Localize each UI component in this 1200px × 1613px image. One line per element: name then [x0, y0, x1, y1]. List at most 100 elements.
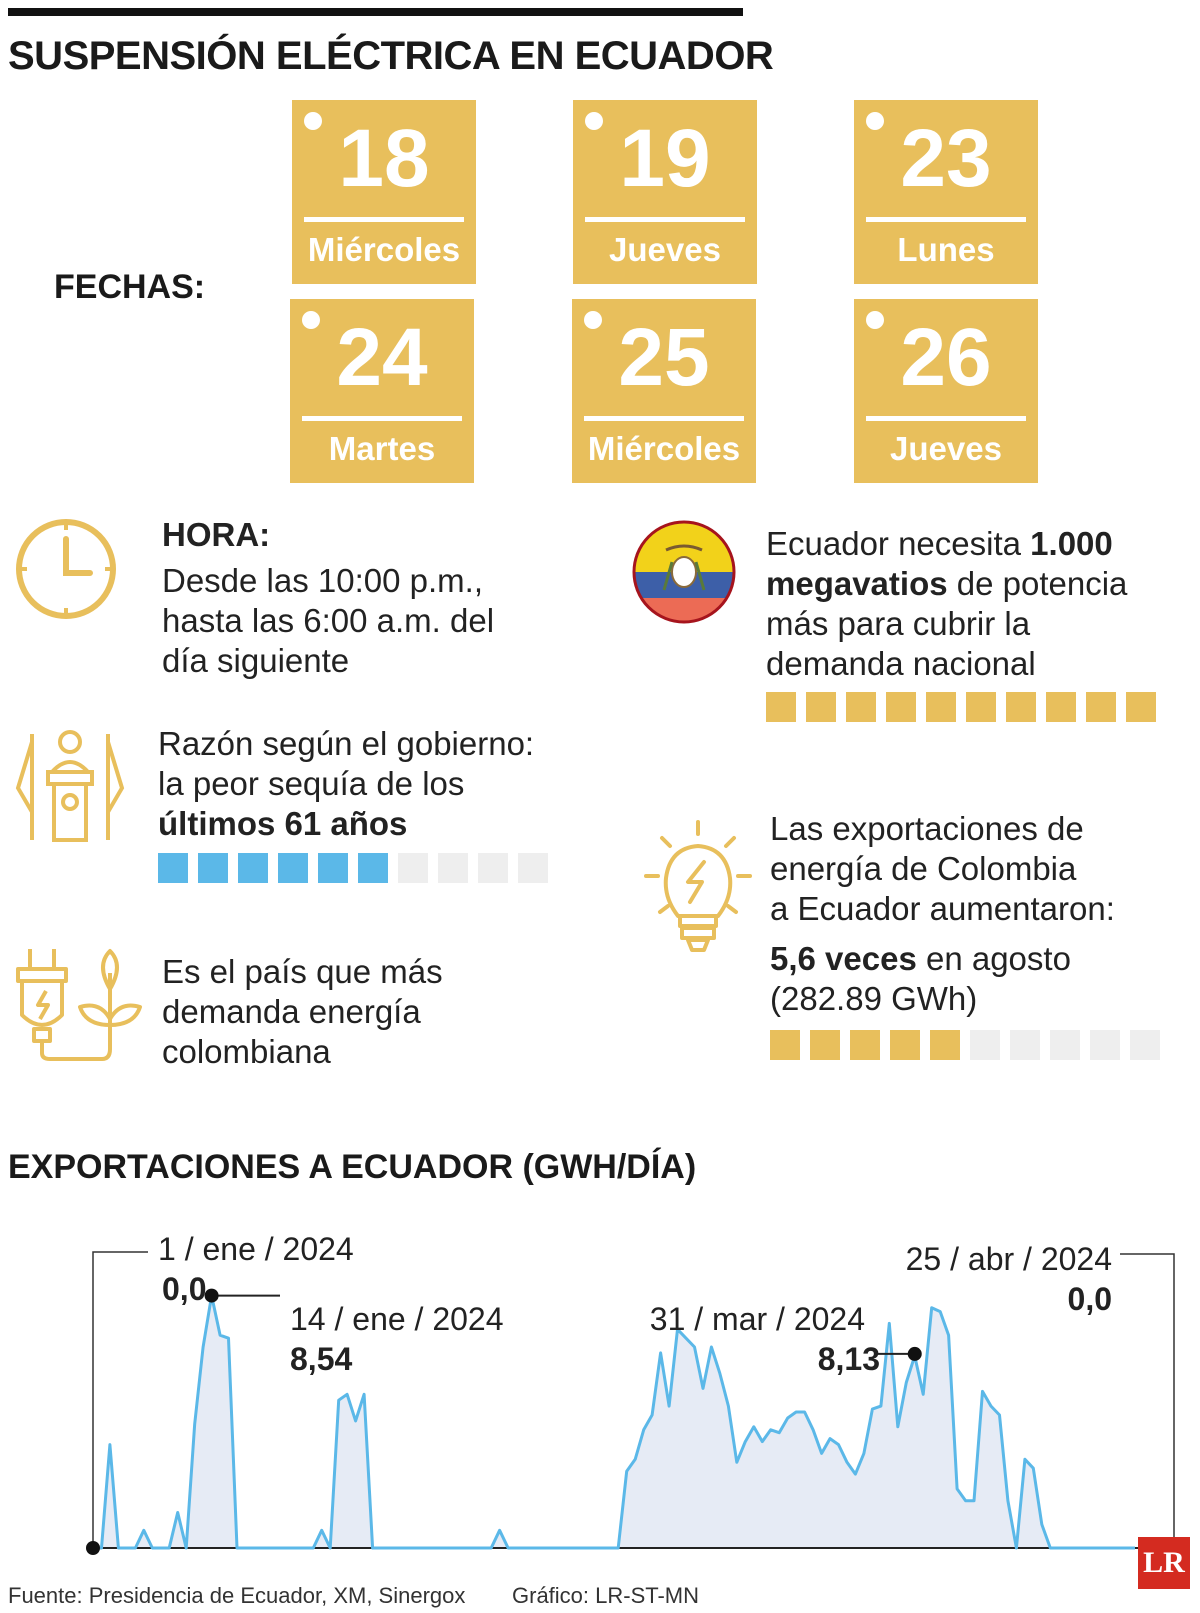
necesita-scale	[766, 692, 1156, 722]
scale-square-filled	[846, 692, 876, 722]
scale-square-filled	[1046, 692, 1076, 722]
exportaciones-emphasis: 5,6 veces	[770, 940, 917, 977]
annotation-value: 8,13	[818, 1341, 880, 1377]
date-weekday: Miércoles	[587, 430, 741, 467]
annotation-date: 1 / ene / 2024	[158, 1231, 354, 1267]
date-card: 23 Lunes	[854, 100, 1038, 284]
scale-square-filled	[926, 692, 956, 722]
scale-square-filled	[806, 692, 836, 722]
card-rule	[584, 416, 744, 421]
necesita-line: más para cubrir la	[766, 605, 1031, 642]
annotation-point	[204, 1288, 219, 1303]
card-dot	[584, 311, 602, 329]
chart-title: EXPORTACIONES A ECUADOR (GWH/DÍA)	[8, 1148, 697, 1186]
card-rule	[866, 217, 1026, 222]
card-rule	[866, 416, 1026, 421]
exportaciones-scale	[770, 1030, 1160, 1060]
necesita-text: de potencia	[947, 565, 1128, 602]
date-number: 19	[619, 113, 711, 204]
scale-square-filled	[890, 1030, 920, 1060]
exportaciones-text: en agosto	[916, 940, 1071, 977]
razon-scale	[158, 853, 548, 883]
scale-square-filled	[278, 853, 308, 883]
date-card: 25 Miércoles	[572, 299, 756, 483]
pais-line: demanda energía	[162, 993, 421, 1030]
scale-square-filled	[966, 692, 996, 722]
date-card: 19 Jueves	[573, 100, 757, 284]
lr-logo: LR	[1138, 1537, 1190, 1589]
exportaciones-line: Las exportaciones de	[770, 810, 1084, 847]
scale-square-empty	[398, 853, 428, 883]
necesita-amount: 1.000	[1030, 525, 1113, 562]
scale-square-empty	[1130, 1030, 1160, 1060]
card-dot	[866, 311, 884, 329]
plug-plant-icon	[16, 949, 142, 1061]
scale-square-filled	[318, 853, 348, 883]
credit-note: Gráfico: LR-ST-MN	[512, 1583, 700, 1608]
date-card: 18 Miércoles	[292, 100, 476, 284]
razon-emphasis: últimos 61 años	[158, 805, 408, 842]
date-number: 26	[900, 312, 992, 403]
annotation-point	[86, 1541, 100, 1555]
annotation-point	[907, 1346, 922, 1361]
date-weekday: Jueves	[609, 231, 721, 268]
scale-square-filled	[850, 1030, 880, 1060]
page-title: SUSPENSIÓN ELÉCTRICA EN ECUADOR	[8, 34, 774, 78]
date-card: 24 Martes	[290, 299, 474, 483]
exports-area-chart: 1 / ene / 2024 0,0 14 / ene / 2024 8,54 31 /…	[86, 1231, 1175, 1555]
annotation-value: 0,0	[162, 1271, 206, 1307]
annotation-leader	[92, 1251, 148, 1548]
scale-square-filled	[766, 692, 796, 722]
scale-square-filled	[770, 1030, 800, 1060]
date-number: 23	[900, 113, 992, 204]
top-rule	[8, 8, 743, 16]
date-number: 18	[338, 113, 430, 204]
pais-line: Es el país que más	[162, 953, 443, 990]
hora-heading: HORA:	[162, 516, 271, 553]
hora-line: Desde las 10:00 p.m.,	[162, 562, 484, 599]
clock-icon	[16, 519, 116, 619]
exportaciones-line: (282.89 GWh)	[770, 980, 978, 1017]
card-dot	[866, 112, 884, 130]
hora-line: día siguiente	[162, 642, 350, 679]
necesita-text: Ecuador necesita	[766, 525, 1031, 562]
scale-square-empty	[1050, 1030, 1080, 1060]
ecuador-flag-icon	[632, 520, 736, 624]
annotation-date: 14 / ene / 2024	[290, 1301, 504, 1337]
card-rule	[585, 217, 745, 222]
scale-square-filled	[930, 1030, 960, 1060]
necesita-line: demanda nacional	[766, 645, 1036, 682]
exportaciones-line: a Ecuador aumentaron:	[770, 890, 1115, 927]
scale-square-empty	[518, 853, 548, 883]
series-area-fill	[93, 1295, 1135, 1548]
annotation-leader	[1120, 1253, 1175, 1548]
annotation-date: 25 / abr / 2024	[906, 1241, 1112, 1277]
card-dot	[302, 311, 320, 329]
razon-line: la peor sequía de los	[158, 765, 465, 802]
date-weekday: Lunes	[897, 231, 995, 268]
scale-square-filled	[198, 853, 228, 883]
source-note: Fuente: Presidencia de Ecuador, XM, Sine…	[8, 1583, 466, 1608]
hora-line: hasta las 6:00 a.m. del	[162, 602, 495, 639]
pais-line: colombiana	[162, 1033, 331, 1070]
scale-square-filled	[886, 692, 916, 722]
necesita-unit: megavatios	[766, 565, 948, 602]
scale-square-filled	[1086, 692, 1116, 722]
annotation-date: 31 / mar / 2024	[650, 1301, 865, 1337]
date-weekday: Jueves	[890, 430, 1002, 467]
scale-square-empty	[970, 1030, 1000, 1060]
scale-square-filled	[358, 853, 388, 883]
card-rule	[304, 217, 464, 222]
date-number: 25	[618, 312, 710, 403]
scale-square-empty	[438, 853, 468, 883]
scale-square-filled	[1006, 692, 1036, 722]
exportaciones-line: energía de Colombia	[770, 850, 1077, 887]
series-line	[93, 1294, 1135, 1550]
scale-square-filled	[1126, 692, 1156, 722]
scale-square-filled	[810, 1030, 840, 1060]
annotation-value: 8,54	[290, 1341, 352, 1377]
date-card: 26 Jueves	[854, 299, 1038, 483]
scale-square-empty	[478, 853, 508, 883]
scale-square-empty	[1010, 1030, 1040, 1060]
card-dot	[585, 112, 603, 130]
